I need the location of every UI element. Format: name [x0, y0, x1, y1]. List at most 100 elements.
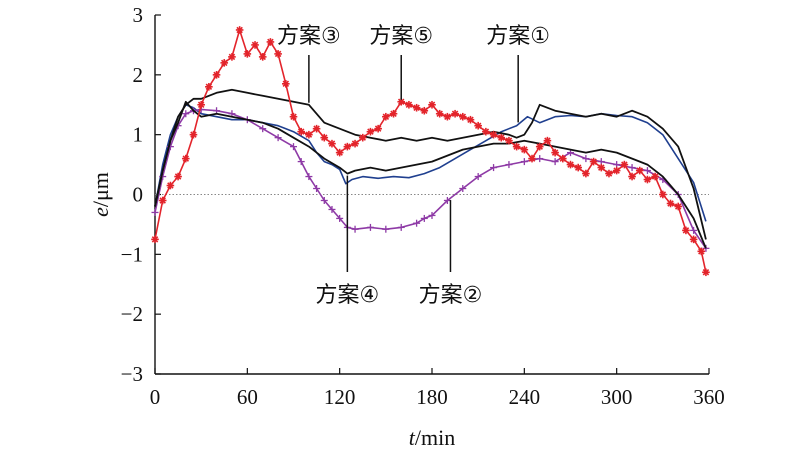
- data-point: [490, 164, 498, 172]
- data-point: [351, 139, 359, 148]
- x-tick-label: 0: [150, 385, 161, 409]
- data-point: [628, 164, 636, 172]
- data-point: [328, 139, 336, 148]
- data-point: [305, 173, 313, 181]
- data-point: [158, 196, 167, 205]
- annotation-label: 方案④: [315, 283, 379, 308]
- data-point: [643, 167, 651, 175]
- data-point: [397, 97, 406, 106]
- data-point: [536, 155, 544, 163]
- data-point: [520, 158, 528, 166]
- y-axis-label: e/μm: [88, 172, 113, 217]
- data-point: [151, 208, 159, 216]
- x-tick-label: 120: [324, 385, 356, 409]
- x-axis-label: t/min: [409, 425, 455, 450]
- y-tick-label: 0: [133, 183, 144, 207]
- axes: 3 2 1 0 −1 −2 −3 0 60 120 180 240 300 360: [121, 3, 725, 409]
- annotation-plan4: 方案④: [315, 175, 379, 308]
- data-point: [682, 226, 690, 235]
- data-point: [274, 50, 282, 58]
- data-point: [582, 155, 590, 163]
- series-plan5: [151, 26, 710, 277]
- data-point: [489, 130, 498, 139]
- y-tick-label: −1: [121, 242, 143, 266]
- y-tick-label: 1: [133, 123, 144, 147]
- data-point: [366, 223, 374, 231]
- annotation-label: 方案⑤: [369, 24, 433, 49]
- data-point: [382, 112, 390, 121]
- data-point: [328, 205, 336, 213]
- data-point: [374, 124, 382, 133]
- data-point: [520, 145, 529, 154]
- data-point: [566, 160, 575, 169]
- data-point: [312, 124, 321, 133]
- data-point: [589, 157, 598, 166]
- x-tick-label: 360: [693, 385, 725, 409]
- data-point: [459, 185, 467, 193]
- data-point: [205, 83, 213, 91]
- axis-labels: t/min e/μm: [88, 172, 455, 450]
- data-point: [382, 225, 390, 233]
- data-point: [258, 53, 267, 61]
- data-point: [620, 160, 629, 169]
- data-point: [335, 148, 344, 157]
- annotation-plan2: 方案②: [419, 200, 482, 308]
- data-point: [505, 136, 513, 145]
- data-point: [697, 247, 706, 256]
- data-point: [635, 166, 644, 175]
- data-point: [528, 154, 536, 163]
- series-plan4: [154, 100, 707, 249]
- data-point: [512, 142, 521, 151]
- data-point: [428, 100, 436, 109]
- data-point: [428, 211, 436, 219]
- data-point: [420, 214, 428, 222]
- data-point: [543, 136, 552, 145]
- data-point: [666, 199, 675, 208]
- data-point: [482, 127, 490, 136]
- data-point: [290, 143, 297, 151]
- x-tick-label: 240: [509, 385, 541, 409]
- data-point: [451, 109, 459, 118]
- data-point: [297, 158, 305, 166]
- data-point: [228, 53, 236, 61]
- data-point: [220, 59, 229, 67]
- x-tick-label: 180: [416, 385, 448, 409]
- data-point: [182, 110, 190, 118]
- annotation-plan1: 方案①: [486, 24, 550, 123]
- data-point: [674, 202, 683, 211]
- data-point: [305, 130, 313, 139]
- y-tick-label: 2: [133, 63, 144, 87]
- series-plan3: [154, 88, 707, 240]
- annotation-plan5: 方案⑤: [369, 24, 433, 100]
- data-point: [535, 142, 544, 151]
- data-point: [174, 172, 182, 181]
- series-line-plan2: [154, 108, 707, 249]
- data-point: [397, 223, 405, 231]
- data-point: [151, 235, 159, 244]
- data-point: [651, 172, 659, 181]
- data-point: [551, 148, 559, 157]
- annotations: 方案③ 方案⑤ 方案① 方案④ 方案②: [277, 24, 550, 308]
- series-line-plan4: [154, 100, 707, 249]
- data-point: [435, 109, 444, 118]
- data-point: [336, 214, 344, 222]
- data-point: [605, 169, 613, 178]
- data-point: [474, 121, 482, 130]
- data-point: [412, 103, 421, 112]
- series-line-plan5: [154, 29, 707, 273]
- data-point: [274, 134, 282, 142]
- data-point: [320, 133, 329, 142]
- data-point: [243, 50, 252, 58]
- data-point: [358, 133, 367, 142]
- data-point: [551, 158, 559, 166]
- data-point: [659, 190, 667, 199]
- x-tick-label: 60: [237, 385, 258, 409]
- data-point: [282, 80, 290, 88]
- data-point: [643, 175, 652, 184]
- data-point: [628, 172, 636, 181]
- annotation-plan3: 方案③: [277, 24, 341, 103]
- data-point: [443, 112, 452, 121]
- data-point: [466, 115, 475, 124]
- data-point: [559, 154, 567, 163]
